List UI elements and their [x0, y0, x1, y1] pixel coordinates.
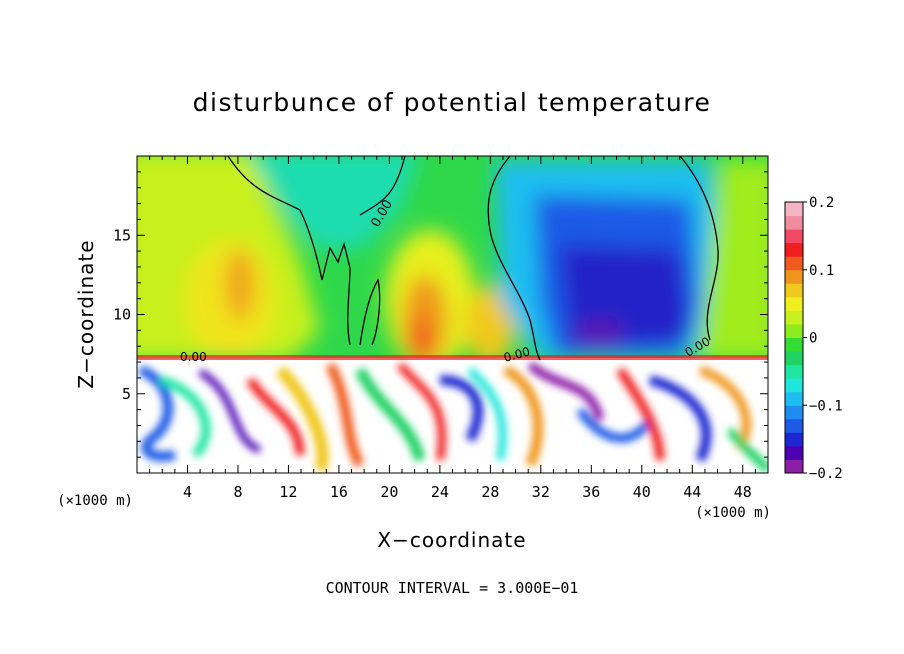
contour-label-1: 0.00	[180, 350, 207, 364]
region-upper-right-cold-core	[575, 320, 625, 350]
colorbar-tick-label: 0.2	[809, 195, 834, 211]
colorbar	[785, 202, 803, 474]
colorbar-swatch	[785, 215, 803, 230]
region-upper-left-orange	[226, 250, 254, 320]
y-axis: 5 10 15	[113, 171, 768, 458]
colorbar-swatch	[785, 242, 803, 257]
colorbar-swatch	[785, 323, 803, 338]
x-tick-label: 40	[633, 483, 651, 501]
y-tick-label: 10	[113, 306, 131, 324]
x-axis-label: X−coordinate	[377, 528, 526, 552]
colorbar-swatch	[785, 269, 803, 284]
x-tick-label: 32	[532, 483, 550, 501]
colorbar-swatch	[785, 432, 803, 447]
x-tick-label: 20	[380, 483, 398, 501]
colorbar-tick-label: −0.1	[809, 398, 843, 414]
region-upper-far-right	[700, 160, 768, 360]
colorbar-swatch	[785, 296, 803, 311]
colorbar-swatch	[785, 229, 803, 244]
region-upper-mid-cool	[248, 156, 418, 250]
colorbar-swatch	[785, 391, 803, 406]
colorbar-tick-label: 0.1	[809, 263, 834, 279]
x-tick-label: 8	[233, 483, 242, 501]
contour-label-2: 0.00	[502, 344, 531, 364]
x-tick-label: 36	[582, 483, 600, 501]
colorbar-tick-label: −0.2	[809, 466, 843, 482]
region-mid-yellow	[465, 285, 515, 365]
x-tick-label: 24	[431, 483, 449, 501]
colorbar-swatch	[785, 378, 803, 393]
colorbar-swatch	[785, 445, 803, 460]
plot-area	[137, 156, 768, 473]
colorbar-swatch	[785, 364, 803, 379]
colorbar-swatch	[785, 459, 803, 474]
colorbar-tick-label: 0	[809, 331, 817, 347]
y-tick-label: 15	[113, 226, 131, 244]
x-tick-label: 16	[330, 483, 348, 501]
colorbar-ticks: 0.2 0.1 0 −0.1 −0.2	[803, 195, 843, 482]
region-upper-middle-red	[408, 318, 432, 362]
y-tick-label: 5	[122, 385, 131, 403]
colorbar-swatch	[785, 405, 803, 420]
x-tick-label: 4	[183, 483, 192, 501]
lower-layer	[137, 355, 768, 473]
colorbar-swatch	[785, 283, 803, 298]
contour-interval-note: CONTOUR INTERVAL = 3.000E−01	[326, 579, 579, 597]
contour-lines	[227, 156, 719, 361]
x-tick-label: 28	[481, 483, 499, 501]
colorbar-swatch	[785, 310, 803, 325]
colorbar-swatch	[785, 256, 803, 271]
x-tick-label: 48	[734, 483, 752, 501]
y-axis-label: Z−coordinate	[74, 239, 98, 388]
x-unit-right: (×1000 m)	[695, 505, 771, 521]
x-axis: 4 8 12 16 20 24 28 32 36 40 44 48	[149, 156, 756, 501]
x-tick-label: 44	[683, 483, 701, 501]
x-tick-label: 12	[279, 483, 297, 501]
x-unit-left: (×1000 m)	[57, 493, 133, 509]
colorbar-swatch	[785, 351, 803, 366]
colorbar-swatch	[785, 202, 803, 217]
colorbar-swatch	[785, 337, 803, 352]
chart-title: disturbunce of potential temperature	[193, 88, 712, 117]
colorbar-swatch	[785, 418, 803, 433]
